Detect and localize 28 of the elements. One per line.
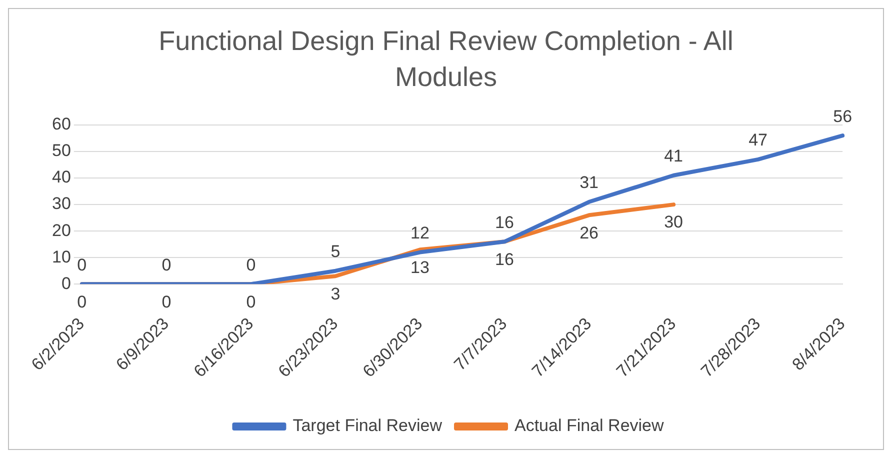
data-label: 30 [664,212,683,232]
data-label: 47 [748,130,768,150]
y-tick-label: 60 [52,114,71,134]
data-label: 3 [330,284,340,304]
data-label: 16 [495,212,514,232]
data-label: 0 [162,292,172,312]
data-label: 0 [246,292,256,312]
data-label: 31 [580,173,598,192]
data-label: 0 [162,255,172,274]
data-label: 5 [330,242,340,262]
data-label: 56 [833,106,852,126]
y-tick-label: 50 [52,141,71,160]
y-tick-label: 0 [61,274,71,293]
y-tick-label: 10 [52,247,71,266]
data-label: 12 [410,223,430,242]
data-label: 26 [580,223,598,242]
data-label: 41 [664,146,683,166]
legend-label: Target Final Review [292,416,443,436]
data-label: 13 [410,258,430,277]
data-label: 0 [77,255,87,274]
data-label: 0 [246,255,256,274]
legend-label: Actual Final Review [514,416,665,436]
y-tick-label: 40 [52,168,71,187]
chart-title: Functional Design Final Review Completion - All Modules [158,25,734,94]
data-label: 16 [495,250,514,269]
y-tick-label: 30 [52,194,71,214]
data-label: 0 [77,292,87,312]
y-tick-label: 20 [52,220,71,240]
